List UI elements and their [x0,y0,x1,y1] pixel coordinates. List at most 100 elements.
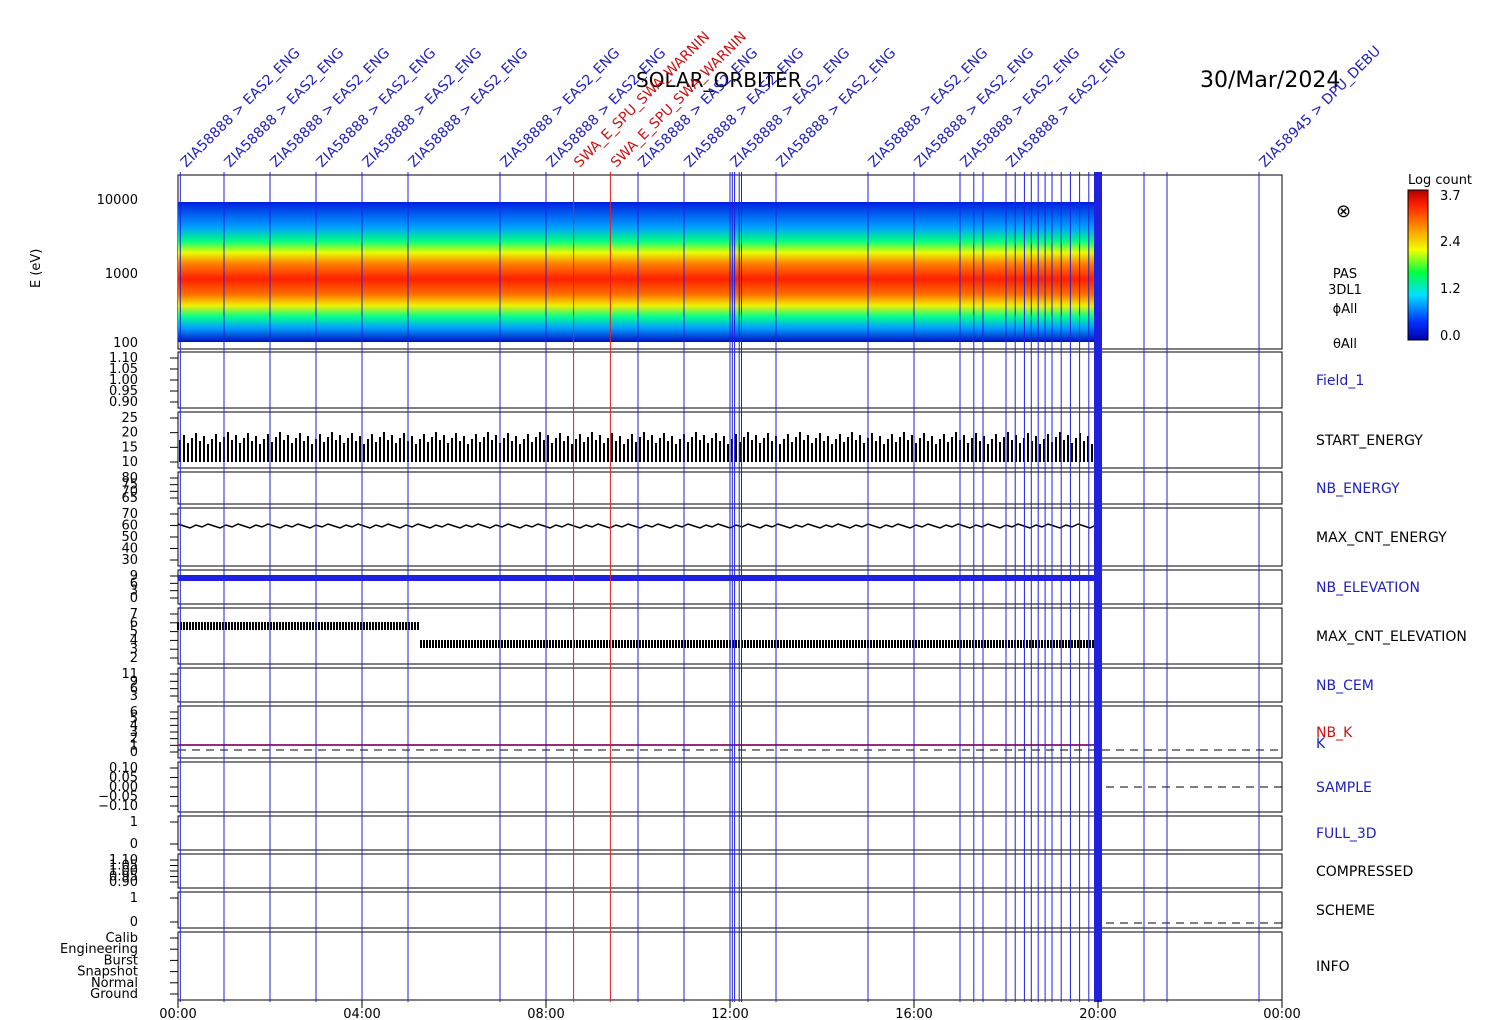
panel-label: NB_ENERGY [1316,481,1400,497]
colorbar-gradient [1407,189,1429,341]
x-axis: 00:00 04:00 08:00 12:00 16:00 20:00 00:00 [159,1000,1301,1020]
panel-ytick: 0 [130,591,138,606]
panel-ytick: 1.05 [109,859,138,874]
panel-ytick: Normal [91,976,138,991]
panel-ytick: 1.00 [109,373,138,388]
panel-ytick: 5 [130,712,138,727]
panel-label: INFO [1316,959,1350,975]
spectrogram-side-label-2: ϕAll [1333,302,1358,317]
panel-label: START_ENERGY [1316,433,1423,449]
panel-ytick: 5 [130,625,138,640]
event-lines [179,172,1260,1002]
max-cnt-energy-series [177,523,1097,529]
x-tick-label: 20:00 [1079,1007,1116,1020]
x-tick-label: 16:00 [895,1007,932,1020]
panel-ytick: 50 [121,530,138,545]
panel-ytick: Engineering [60,942,138,957]
colorbar: Log count 3.7 2.4 1.2 0.0 [1407,173,1472,344]
spectrogram-side-label-0: PAS [1333,267,1357,282]
panel-ytick: 4 [130,633,138,648]
panel-info: CalibEngineeringBurstSnapshotNormalGroun… [60,931,1350,1002]
spectrogram-side-label-3: θAll [1333,337,1357,352]
panel-ytick: 1 [130,815,138,830]
panel-ytick: 0 [130,837,138,852]
panel-ytick: 80 [121,471,138,486]
panel-label: Field_1 [1316,373,1364,389]
mission-title: SOLAR_ORBITER [636,68,802,92]
x-tick-label: 04:00 [343,1007,380,1020]
panel-label: MAX_CNT_ELEVATION [1316,629,1467,645]
spectrogram-side-label-1: 3DL1 [1328,283,1362,298]
panel-ytick: 2 [130,732,138,747]
colorbar-title: Log count [1408,173,1472,188]
panel-label: NB_ELEVATION [1316,580,1420,596]
panel-label: FULL_3D [1316,826,1377,842]
event-label: SWA_E_SPU_SWA_WARNIN [608,29,750,171]
x-tick-label: 12:00 [711,1007,748,1020]
panel-ytick: 11 [121,667,138,682]
panel-label: NB_K [1316,725,1353,741]
spectrogram-ytick-1000: 1000 [105,267,138,282]
panel-ytick: 3 [130,689,138,704]
panel-label-extra: K [1316,736,1326,752]
panel-ytick: 75 [121,478,138,493]
x-tick-label: 00:00 [1263,1007,1300,1020]
spectrogram-ytick-100: 100 [113,336,138,351]
event-line-thick [1094,172,1102,1002]
spectrogram-panel: E (eV) 10000 1000 100 ⊗ PAS 3DL1 ϕAll θA… [29,174,1362,352]
colorbar-tick-0: 3.7 [1440,189,1461,204]
panel-label: NB_CEM [1316,678,1374,694]
panel-ytick: 4 [130,718,138,733]
panel-ytick: 7 [130,607,138,622]
panel-ytick: 15 [121,440,138,455]
panel-ytick: 0.90 [109,875,138,890]
panel-ytick: 1.00 [109,864,138,879]
panel-ytick: 0 [130,745,138,760]
panel-ytick: 30 [121,553,138,568]
panel-ytick: Burst [104,953,138,968]
panel-label: SAMPLE [1316,780,1372,796]
date-title: 30/Mar/2024 [1200,68,1340,93]
panel-ytick: 0.90 [109,395,138,410]
panel-ytick: 0.95 [109,384,138,399]
panel-ytick: 1.10 [109,351,138,366]
panel-ytick: 65 [121,491,138,506]
spectrogram-ylabel: E (eV) [29,249,44,288]
panel-ytick: 9 [130,569,138,584]
panel-ytick: 0.95 [109,870,138,885]
panel-ytick: 40 [121,542,138,557]
panel-ytick: 1.05 [109,362,138,377]
panel-ytick: 10 [121,455,138,470]
panel-ytick: Ground [90,987,138,1002]
panel-ytick: Calib [105,931,138,946]
x-tick-label: 08:00 [527,1007,564,1020]
panel-ytick: 0.05 [109,771,138,786]
panel-label: MAX_CNT_ENERGY [1316,530,1447,546]
max-cnt-elevation-series [177,622,1097,648]
panel-compressed: 1.101.051.000.950.90 COMPRESSED [109,853,1413,890]
panel-ytick: 60 [121,519,138,534]
panel-ytick: 1 [130,738,138,753]
panel-ytick: Snapshot [77,965,138,980]
panel-full-3d: 1 0 FULL_3D [130,815,1377,852]
panel-ytick: 25 [121,411,138,426]
panel-ytick: 0.10 [109,761,138,776]
panel-ytick: −0.05 [98,790,138,805]
panel-ytick: 3 [130,642,138,657]
panel-ytick: 6 [130,576,138,591]
colorbar-tick-1: 2.4 [1440,235,1461,250]
panel-ytick: 20 [121,426,138,441]
panel-ytick: −0.10 [98,799,138,814]
spectrogram-symbol: ⊗ [1336,201,1351,222]
event-label: ZIA58945 > DPU_DEBU [1257,43,1385,171]
panel-ytick: 3 [130,584,138,599]
spectrogram-ytick-10000: 10000 [97,193,138,208]
panel-ytick: 0 [130,915,138,930]
series-layer [177,432,1282,924]
